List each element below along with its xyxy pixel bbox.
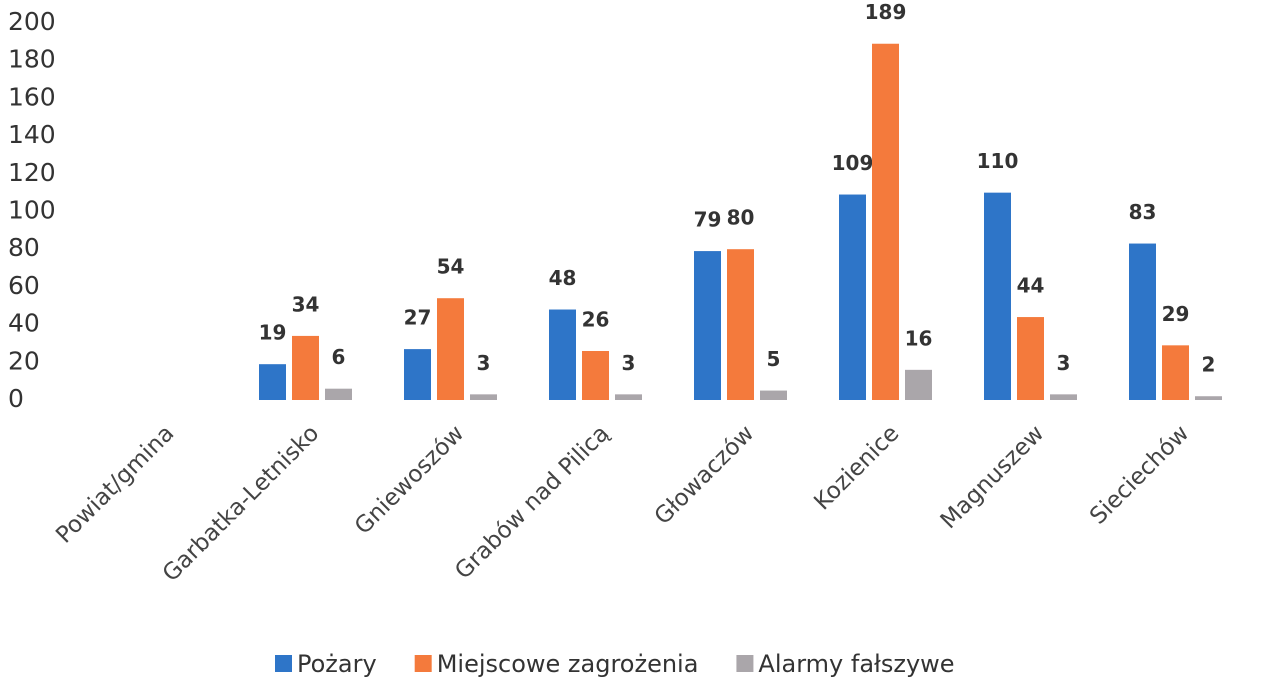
legend-swatch xyxy=(414,655,432,672)
value-label: 2 xyxy=(1202,353,1216,377)
y-tick-label: 80 xyxy=(8,233,40,262)
x-tick-label: Kozienice xyxy=(809,420,904,515)
bar xyxy=(1162,345,1189,400)
y-tick-label: 40 xyxy=(8,309,40,338)
bar xyxy=(549,309,576,400)
bar xyxy=(404,349,431,400)
y-tick-label: 200 xyxy=(8,7,56,36)
value-label: 3 xyxy=(477,351,491,375)
legend-swatch xyxy=(275,655,292,672)
bar xyxy=(325,388,352,400)
value-label: 26 xyxy=(582,307,610,331)
value-label: 48 xyxy=(549,266,577,290)
bar xyxy=(984,192,1011,400)
bar xyxy=(437,298,464,400)
value-label: 27 xyxy=(404,306,432,330)
bar xyxy=(1017,317,1044,400)
bar xyxy=(1129,243,1156,400)
value-label: 16 xyxy=(905,326,933,350)
bar xyxy=(1195,396,1222,400)
bar xyxy=(760,390,787,400)
value-label: 189 xyxy=(865,0,907,24)
legend-label: Pożary xyxy=(297,650,377,678)
value-label: 44 xyxy=(1017,274,1045,298)
y-tick-label: 120 xyxy=(8,158,56,187)
value-label: 110 xyxy=(977,149,1019,173)
bar xyxy=(259,364,286,400)
x-tick-label: Gniewoszów xyxy=(350,420,469,539)
bar xyxy=(582,350,609,400)
bar xyxy=(615,394,642,400)
value-label: 3 xyxy=(622,351,636,375)
bar xyxy=(470,394,497,400)
bar xyxy=(839,194,866,400)
x-tick-label: Magnuszew xyxy=(936,420,1050,534)
value-label: 83 xyxy=(1129,200,1157,224)
x-tick-label: Głowaczów xyxy=(650,420,760,530)
value-label: 29 xyxy=(1162,302,1190,326)
y-tick-label: 20 xyxy=(8,346,40,375)
value-label: 79 xyxy=(694,208,722,232)
value-label: 19 xyxy=(259,321,287,345)
bar xyxy=(694,251,721,400)
x-tick-label: Garbatka-Letnisko xyxy=(158,420,325,587)
y-tick-label: 160 xyxy=(8,82,56,111)
value-label: 6 xyxy=(332,345,346,369)
x-tick-label: Sieciechów xyxy=(1085,420,1194,529)
x-tick-label: Grabów nad Pilicą xyxy=(450,420,614,584)
legend-swatch xyxy=(736,655,754,672)
bar xyxy=(1050,394,1077,400)
value-label: 80 xyxy=(727,206,755,230)
legend-label: Alarmy fałszywe xyxy=(758,650,954,678)
legend-label: Miejscowe zagrożenia xyxy=(437,650,699,678)
value-label: 5 xyxy=(767,347,781,371)
bar xyxy=(292,335,319,400)
value-label: 54 xyxy=(437,255,465,279)
bar xyxy=(905,369,932,400)
y-tick-label: 60 xyxy=(8,271,40,300)
x-tick-label: Powiat/gmina xyxy=(51,420,179,548)
y-tick-label: 100 xyxy=(8,196,56,225)
bar xyxy=(872,43,899,401)
bar xyxy=(727,249,754,400)
y-tick-label: 140 xyxy=(8,120,56,149)
value-label: 3 xyxy=(1057,351,1071,375)
y-tick-label: 180 xyxy=(8,45,56,74)
value-label: 109 xyxy=(832,151,874,175)
value-label: 34 xyxy=(292,292,320,316)
y-tick-label: 0 xyxy=(8,384,24,413)
